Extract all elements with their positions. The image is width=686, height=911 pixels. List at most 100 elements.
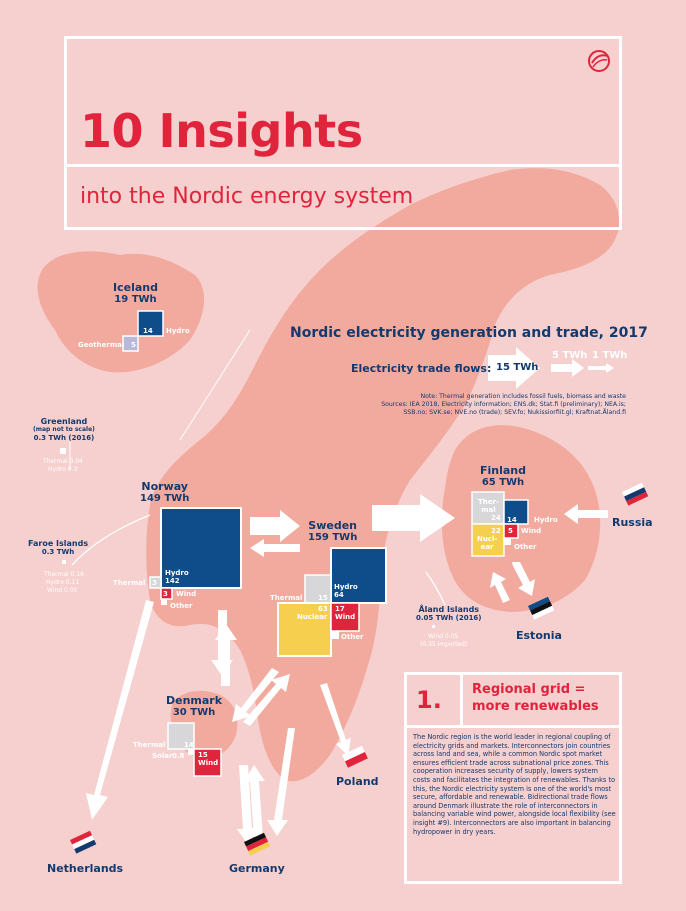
iceland-geo-block [122,335,139,352]
note-line: Sources: IEA 2018, Electricity informati… [381,401,626,408]
insight-divider-v [460,672,463,727]
scandinavia-land [146,168,620,782]
sweden-thermal-value: 15 [318,594,328,602]
flow-sweden-denmark [232,668,279,722]
legend-arrow-5twh [551,359,584,377]
norway-thermal-label: Thermal [113,579,146,587]
flow-sweden-germany [267,728,295,836]
legend-5twh: 5 TWh [552,350,588,361]
norway-total: 149 TWh [140,493,190,504]
faroe-block [62,560,66,564]
flow-denmark-sweden [243,674,290,726]
norway-thermal-block [149,576,162,589]
flow-aland [425,571,446,606]
finland-blocks [471,491,529,557]
russia-flag [622,482,649,506]
page-title: 10 Insights [80,104,363,158]
flow-norway-sweden [250,510,300,542]
flow-denmark-germany [237,765,258,845]
norway-blocks [149,507,242,605]
deco-line [179,329,251,441]
faroe-label: Faroe Islands 0.3 TWh [28,539,89,557]
faroe-hydro: Hydro 0.11 [46,579,80,586]
denmark-total: 30 TWh [172,707,216,718]
iceland-name: Iceland [113,281,158,294]
title-frame [64,36,622,230]
sweden-hydro-block [330,547,387,604]
sweden-blocks [277,547,387,657]
aland-total: 0.05 TWh (2016) [416,614,482,622]
denmark-thermal-label: Thermal [133,741,166,749]
flow-finland-estonia [512,562,535,596]
netherlands-label: Netherlands [47,862,124,875]
legend-15twh: 15 TWh [496,362,539,373]
norway-wind-label: Wind [176,590,197,598]
flow-denmark-norway [215,624,237,686]
denmark-blocks [167,722,222,777]
finland-wind-label: Wind [521,527,542,535]
iceland-total: 19 TWh [114,294,157,305]
legend-arrow-1twh [588,363,614,373]
finland-nuclear-value: 22 [491,527,501,535]
faroe-thermal: Thermal 0.16 [44,571,84,578]
flow-norway-netherlands [86,600,154,820]
norway-wind-value: 3 [163,590,168,598]
finland-thermal-block [471,491,505,525]
sweden-name: Sweden [308,519,358,532]
insight-body: The Nordic region is the world leader in… [413,733,616,836]
germany-flag [244,832,271,856]
sweden-nuclear-block [277,602,332,657]
faroe-wind: Wind 0.05 [47,587,78,594]
iceland-blocks [122,310,164,352]
finland-thermal-label: Ther- mal [478,498,499,514]
norway-other-label: Other [170,602,193,610]
denmark-solar-block [188,749,194,755]
aland-block [432,625,435,628]
denmark-label: Denmark 30 TWh [166,695,222,719]
sweden-thermal-label: Thermal [270,594,303,602]
insight-heading: Regional grid = more renewables [472,682,599,714]
greenland-name: Greenland [40,417,88,426]
denmark-thermal-value: 14 [184,741,194,749]
iceland-land [37,251,205,373]
norway-name: Norway [141,480,188,493]
legend-arrow-15twh [488,347,540,389]
greenland-thermal: Thermal 0.04 [43,458,83,465]
germany-label: Germany [229,862,285,875]
denmark-wind-value: 15 [198,751,208,759]
estonia-label: Estonia [516,629,562,642]
norway-hydro-value: 142 [165,577,180,585]
flow-sweden-norway [250,539,300,557]
finland-other-block [504,538,511,545]
finland-wind-value: 5 [508,527,513,535]
aland-imported: (0.35 imported) [420,641,468,648]
page-subtitle: into the Nordic energy system [80,184,414,209]
iceland-label: Iceland 19 TWh [113,282,158,306]
greenland-total: 0.3 TWh (2016) [33,434,95,442]
sources-note: Note: Thermal generation includes fossil… [306,393,626,417]
denmark-wind-block [193,748,222,777]
aland-name: Åland Islands [418,605,480,614]
sweden-other-label: Other [341,633,364,641]
sweden-total: 159 TWh [308,532,358,543]
sweden-wind-value: 17 [335,605,345,613]
poland-flag [342,745,368,768]
flow-estonia-finland [490,572,510,603]
poland-label: Poland [336,775,379,788]
greenland-hydro: Hydro 0.3 [48,466,78,473]
trade-flows-label: Electricity trade flows: [351,362,492,375]
insight-frame [404,672,622,884]
greenland-label: Greenland (map not to scale) 0.3 TWh (20… [33,417,95,443]
chart-title: Nordic electricity generation and trade,… [290,325,648,341]
iceland-geo-value: 5 [131,341,136,349]
decorative-lines [69,329,251,470]
faroe-name: Faroe Islands [28,539,89,548]
iceland-hydro-block [137,310,164,337]
sweden-wind-block [330,602,360,632]
legend-1twh: 1 TWh [592,350,628,361]
nordic-logo-icon [588,50,610,72]
russia-label: Russia [612,516,653,529]
note-line: Note: Thermal generation includes fossil… [420,393,626,400]
iceland-hydro-label: Hydro [166,327,190,335]
